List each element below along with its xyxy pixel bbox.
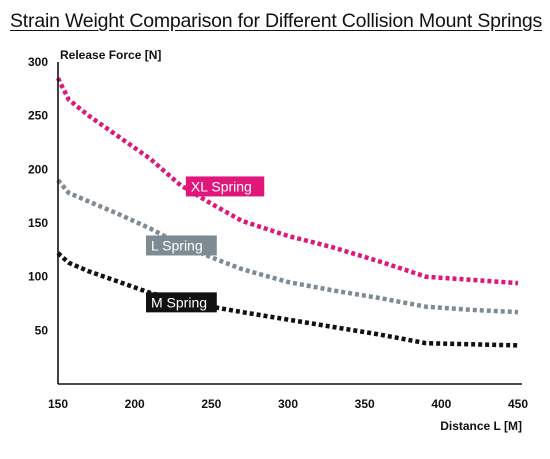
series-label-text: M Spring: [151, 294, 207, 310]
chart-title: Strain Weight Comparison for Different C…: [10, 10, 543, 32]
x-tick-label: 300: [278, 397, 298, 411]
y-tick-label: 100: [28, 270, 48, 284]
series-label-text: XL Spring: [191, 178, 252, 194]
series-line-xl-spring: [55, 77, 519, 286]
y-tick-label: 200: [28, 162, 48, 176]
x-tick-label: 350: [355, 397, 375, 411]
ticks-layer: 300 250 200 150 100 50 150 200 250 300 350 400 450: [28, 55, 528, 411]
series-labels-layer: XL Spring L Spring M Spring: [146, 176, 265, 313]
x-tick-label: 400: [431, 397, 451, 411]
x-axis-label: Distance L [M]: [440, 419, 522, 433]
series-label-xl-spring: XL Spring: [185, 176, 265, 197]
y-tick-label: 250: [28, 109, 48, 123]
series-line-l-spring: [56, 178, 519, 315]
x-tick-label: 250: [201, 397, 221, 411]
y-tick-label: 50: [35, 323, 49, 337]
y-tick-label: 150: [28, 216, 48, 230]
series-label-l-spring: L Spring: [146, 235, 217, 256]
x-tick-label: 200: [125, 397, 145, 411]
series-label-m-spring: M Spring: [146, 292, 217, 313]
x-tick-label: 450: [508, 397, 528, 411]
series-line-m-spring: [56, 251, 519, 348]
series-label-text: L Spring: [151, 237, 203, 253]
axes-layer: Release Force [N] Distance L [M]: [57, 48, 522, 433]
y-axis-label: Release Force [N]: [60, 48, 161, 62]
y-tick-label: 300: [28, 55, 48, 69]
series-layer: [55, 77, 519, 348]
x-tick-label: 150: [48, 397, 68, 411]
